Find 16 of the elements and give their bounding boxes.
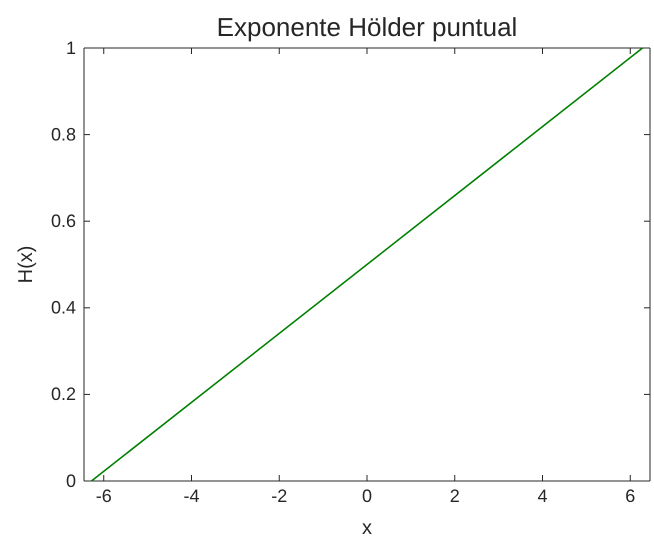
y-tick-label: 0.8 (50, 124, 76, 144)
y-axis-title: H(x) (15, 246, 37, 284)
y-tick-label: 1 (66, 38, 76, 58)
x-tick-label: 0 (362, 486, 372, 506)
x-tick-label: 2 (450, 486, 460, 506)
y-tick-label: 0.2 (50, 384, 76, 404)
x-tick-label: -6 (96, 486, 112, 506)
y-tick-label: 0.6 (50, 210, 76, 231)
x-tick-label: -2 (271, 486, 288, 506)
x-tick-label: -4 (183, 486, 200, 506)
x-axis-title: x (362, 517, 372, 539)
x-tick-label: 6 (625, 486, 636, 506)
y-tick-label: 0.4 (50, 298, 76, 318)
y-tick-label: 0 (66, 470, 76, 491)
x-tick-label: 4 (537, 486, 548, 506)
chart-title: Exponente Hölder puntual (216, 12, 518, 42)
